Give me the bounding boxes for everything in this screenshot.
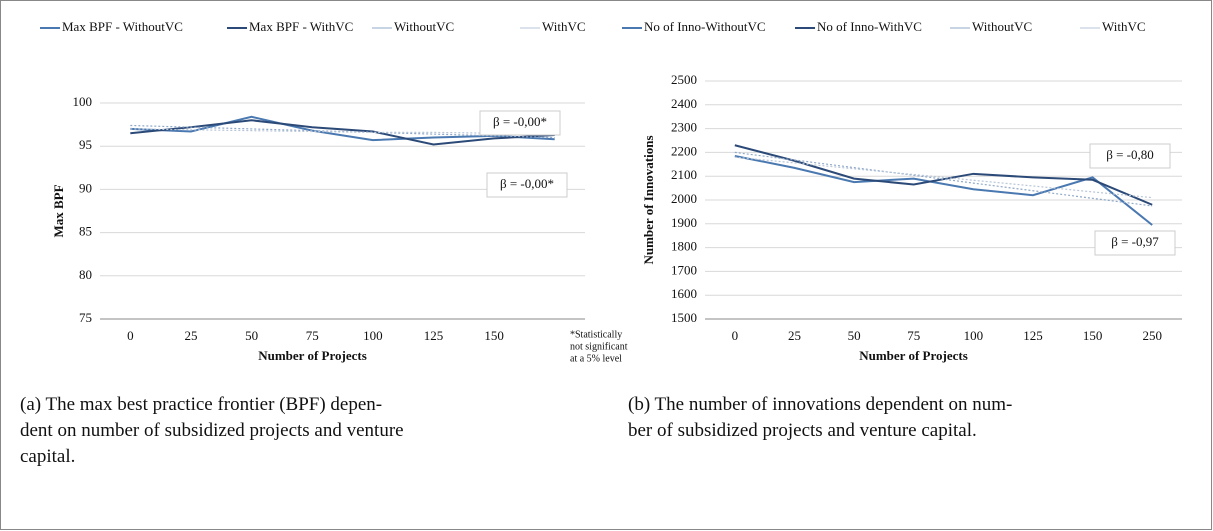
x-tick-label: 25 <box>184 328 197 343</box>
x-tick-label: 250 <box>1142 328 1162 343</box>
series-line <box>130 119 555 146</box>
y-tick-label: 80 <box>79 267 92 282</box>
x-axis-title: Number of Projects <box>859 348 968 363</box>
annotation: β = -0,97 <box>1111 234 1159 249</box>
note: at a 5% level <box>570 353 622 364</box>
y-tick-label: 75 <box>79 310 92 325</box>
legend-label: Max BPF - WithVC <box>249 19 353 34</box>
y-tick-label: 100 <box>73 94 93 109</box>
y-tick-label: 90 <box>79 180 92 195</box>
annotation-box <box>479 110 561 136</box>
x-tick-label: 100 <box>964 328 984 343</box>
caption: (b) The number of innovations dependent … <box>628 394 1012 415</box>
legend-label: No of Inno-WithoutVC <box>644 19 766 34</box>
x-tick-label: 100 <box>363 328 383 343</box>
y-tick-label: 2000 <box>671 191 697 206</box>
annotation-box <box>1094 230 1176 256</box>
y-tick-label: 2300 <box>671 120 697 135</box>
y-axis-title: Max BPF <box>51 184 66 237</box>
annotation-box <box>486 172 568 198</box>
legend-label: WithVC <box>542 19 586 34</box>
x-tick-label: 50 <box>245 328 258 343</box>
x-tick-label: 150 <box>1083 328 1103 343</box>
series-line <box>734 156 1153 199</box>
y-axis-title: Number of Innovations <box>641 135 656 264</box>
x-tick-label: 50 <box>848 328 861 343</box>
caption: (a) The max best practice frontier (BPF)… <box>20 394 382 415</box>
x-tick-label: 75 <box>306 328 319 343</box>
x-tick-label: 0 <box>127 328 134 343</box>
x-tick-label: 125 <box>424 328 444 343</box>
y-tick-label: 1900 <box>671 215 697 230</box>
y-tick-label: 1700 <box>671 262 697 277</box>
y-tick-label: 1800 <box>671 239 697 254</box>
legend-label: WithoutVC <box>972 19 1032 34</box>
y-tick-label: 95 <box>79 137 92 152</box>
legend-label: WithVC <box>1102 19 1146 34</box>
legend-label: WithoutVC <box>394 19 454 34</box>
note: *Statistically <box>570 329 622 340</box>
caption: dent on number of subsidized projects an… <box>20 420 404 441</box>
x-tick-label: 75 <box>907 328 920 343</box>
annotation: β = -0,00* <box>493 114 547 129</box>
y-tick-label: 1600 <box>671 286 697 301</box>
y-tick-label: 85 <box>79 224 92 239</box>
note: not significant <box>570 341 628 352</box>
x-axis-title: Number of Projects <box>258 348 367 363</box>
x-tick-label: 150 <box>484 328 504 343</box>
x-tick-label: 0 <box>732 328 739 343</box>
y-tick-label: 2500 <box>671 72 697 87</box>
x-tick-label: 125 <box>1023 328 1043 343</box>
caption: capital. <box>20 446 75 467</box>
y-tick-label: 2200 <box>671 143 697 158</box>
annotation: β = -0,00* <box>500 176 554 191</box>
y-tick-label: 2100 <box>671 167 697 182</box>
y-tick-label: 1500 <box>671 310 697 325</box>
annotation: β = -0,80 <box>1106 147 1154 162</box>
y-tick-label: 2400 <box>671 96 697 111</box>
annotation-box <box>1089 143 1171 169</box>
legend-label: No of Inno-WithVC <box>817 19 922 34</box>
caption: ber of subsidized projects and venture c… <box>628 420 977 441</box>
legend-label: Max BPF - WithoutVC <box>62 19 183 34</box>
x-tick-label: 25 <box>788 328 801 343</box>
